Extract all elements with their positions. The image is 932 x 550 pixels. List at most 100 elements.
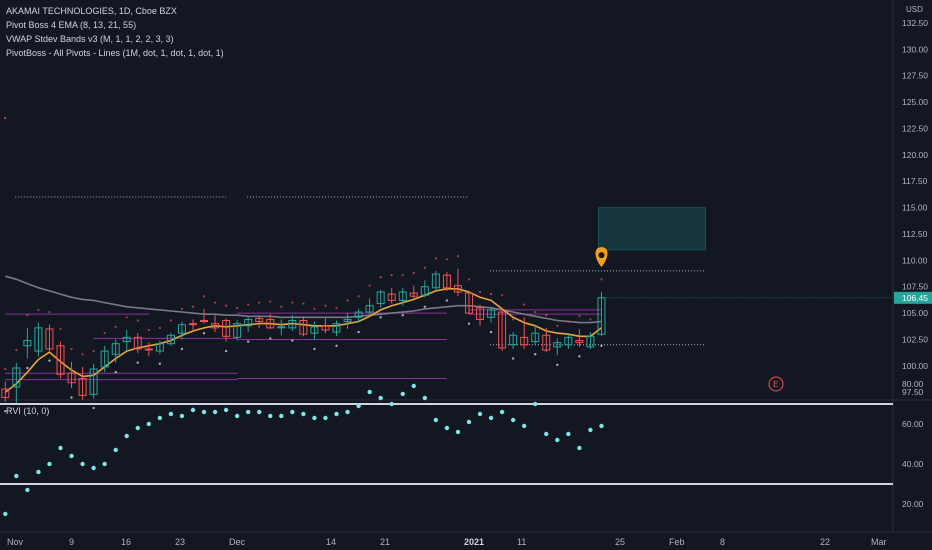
candle-body xyxy=(354,311,363,318)
price-tick-label: 125.00 xyxy=(902,97,928,107)
candle-body xyxy=(376,291,385,305)
chart-title: AKAMAI TECHNOLOGIES, 1D, Cboe BZX xyxy=(6,6,177,16)
time-axis-label: 9 xyxy=(69,537,74,547)
pivot-support-dot xyxy=(224,349,228,353)
indicator-ema-legend[interactable]: Pivot Boss 4 EMA (8, 13, 21, 55) xyxy=(6,20,137,30)
candle-body xyxy=(464,292,473,314)
pivot-resistance-dot xyxy=(401,274,404,277)
pivot-resistance-dot xyxy=(136,319,139,322)
rvi-dot xyxy=(301,411,306,417)
candle-body xyxy=(155,343,164,352)
candle-body xyxy=(200,319,209,323)
rvi-dot xyxy=(3,511,8,517)
pivot-support-dot xyxy=(246,340,250,343)
rvi-dot xyxy=(179,413,185,419)
candle-body xyxy=(23,340,32,347)
pivot-resistance-dot xyxy=(247,303,250,306)
candle-body xyxy=(67,372,76,384)
pivot-support-dot xyxy=(357,330,360,334)
pivot-resistance-dot xyxy=(567,320,570,323)
pivot-support-dot xyxy=(556,363,559,366)
rvi-dot xyxy=(345,409,350,415)
pivot-resistance-dot xyxy=(335,306,338,309)
pivot-support-dot xyxy=(70,396,73,399)
pivot-resistance-dot xyxy=(368,284,371,287)
rvi-dot xyxy=(234,413,240,419)
candle-body xyxy=(365,305,374,313)
candle-body xyxy=(299,319,308,335)
pivot-support-dot xyxy=(114,370,117,374)
pivot-resistance-dot xyxy=(114,325,117,328)
rvi-dot xyxy=(113,447,118,453)
candle-body xyxy=(343,318,352,323)
candle-body xyxy=(531,332,540,343)
pivot-resistance-dot xyxy=(313,307,316,310)
time-axis-label: 16 xyxy=(121,537,131,547)
candle-body xyxy=(222,319,231,337)
pivot-resistance-dot xyxy=(59,327,62,331)
rvi-dot xyxy=(168,411,174,417)
price-tick-label: 100.00 xyxy=(902,361,928,371)
pivot-support-dot xyxy=(401,314,404,317)
time-axis-label: 14 xyxy=(326,537,336,547)
pivot-support-dot xyxy=(423,305,427,308)
price-axis-currency: USD xyxy=(906,5,923,14)
candle-body xyxy=(111,343,120,355)
rvi-dot xyxy=(510,417,516,423)
rvi-dot xyxy=(245,409,251,415)
price-tick-label: 107.50 xyxy=(902,282,928,292)
price-tick-label: 127.50 xyxy=(902,71,928,81)
pivot-resistance-dot xyxy=(512,318,515,321)
pivot-resistance-dot xyxy=(125,316,128,319)
price-tick-label: 110.00 xyxy=(902,255,928,265)
rvi-dot xyxy=(290,409,295,415)
candle-body xyxy=(409,292,418,297)
candle-body xyxy=(122,336,131,343)
rvi-dot xyxy=(566,431,571,437)
pivot-resistance-dot xyxy=(534,310,537,314)
candle-body xyxy=(509,334,518,346)
pivot-resistance-dot xyxy=(213,301,217,304)
candle-body xyxy=(78,378,87,396)
pivot-resistance-dot xyxy=(346,299,349,302)
pivot-resistance-dot xyxy=(48,310,51,314)
pivot-support-dot xyxy=(4,410,7,413)
pivot-support-dot xyxy=(445,299,449,302)
pivot-support-dot xyxy=(291,339,294,342)
candle-body xyxy=(45,328,54,350)
last-price-badge xyxy=(894,291,932,304)
candle-body xyxy=(387,293,396,301)
price-tick-label: 115.00 xyxy=(902,203,928,213)
pivot-support-dot xyxy=(534,353,537,356)
candle-body xyxy=(498,311,507,349)
pivot-resistance-dot xyxy=(236,306,239,309)
price-tick-label: 102.50 xyxy=(902,334,928,344)
price-tick-label: 120.00 xyxy=(902,150,928,160)
pivot-resistance-dot xyxy=(600,278,603,281)
pivot-support-dot xyxy=(26,366,29,370)
candle-body xyxy=(487,309,496,318)
rvi-dot xyxy=(201,409,207,415)
pivot-resistance-dot xyxy=(147,328,150,332)
pivot-resistance-dot xyxy=(191,305,195,308)
indicator-pivots-legend[interactable]: PivotBoss - All Pivots - Lines (1M, dot,… xyxy=(6,48,224,58)
candle-body xyxy=(586,335,595,348)
rvi-dot xyxy=(69,453,74,459)
rvi-dot xyxy=(212,409,218,415)
rvi-dot xyxy=(190,407,196,413)
pivot-resistance-dot xyxy=(501,294,504,297)
time-axis-label: 22 xyxy=(820,537,830,547)
indicator-vwap-legend[interactable]: VWAP Stdev Bands v3 (M, 1, 1, 2, 2, 3, 3… xyxy=(6,34,174,44)
candle-body xyxy=(166,334,175,345)
pivot-support-dot xyxy=(578,355,581,358)
price-tick-label: 135.00 xyxy=(902,0,928,2)
candle-body xyxy=(564,336,573,346)
candle-body xyxy=(255,317,264,323)
candle-body xyxy=(310,326,319,334)
pivot-resistance-dot xyxy=(26,314,29,317)
pivot-support-dot xyxy=(467,322,471,325)
rvi-legend[interactable]: RVI (10, 0) xyxy=(6,406,50,416)
rvi-dot xyxy=(533,401,538,407)
rvi-dot xyxy=(25,487,30,493)
